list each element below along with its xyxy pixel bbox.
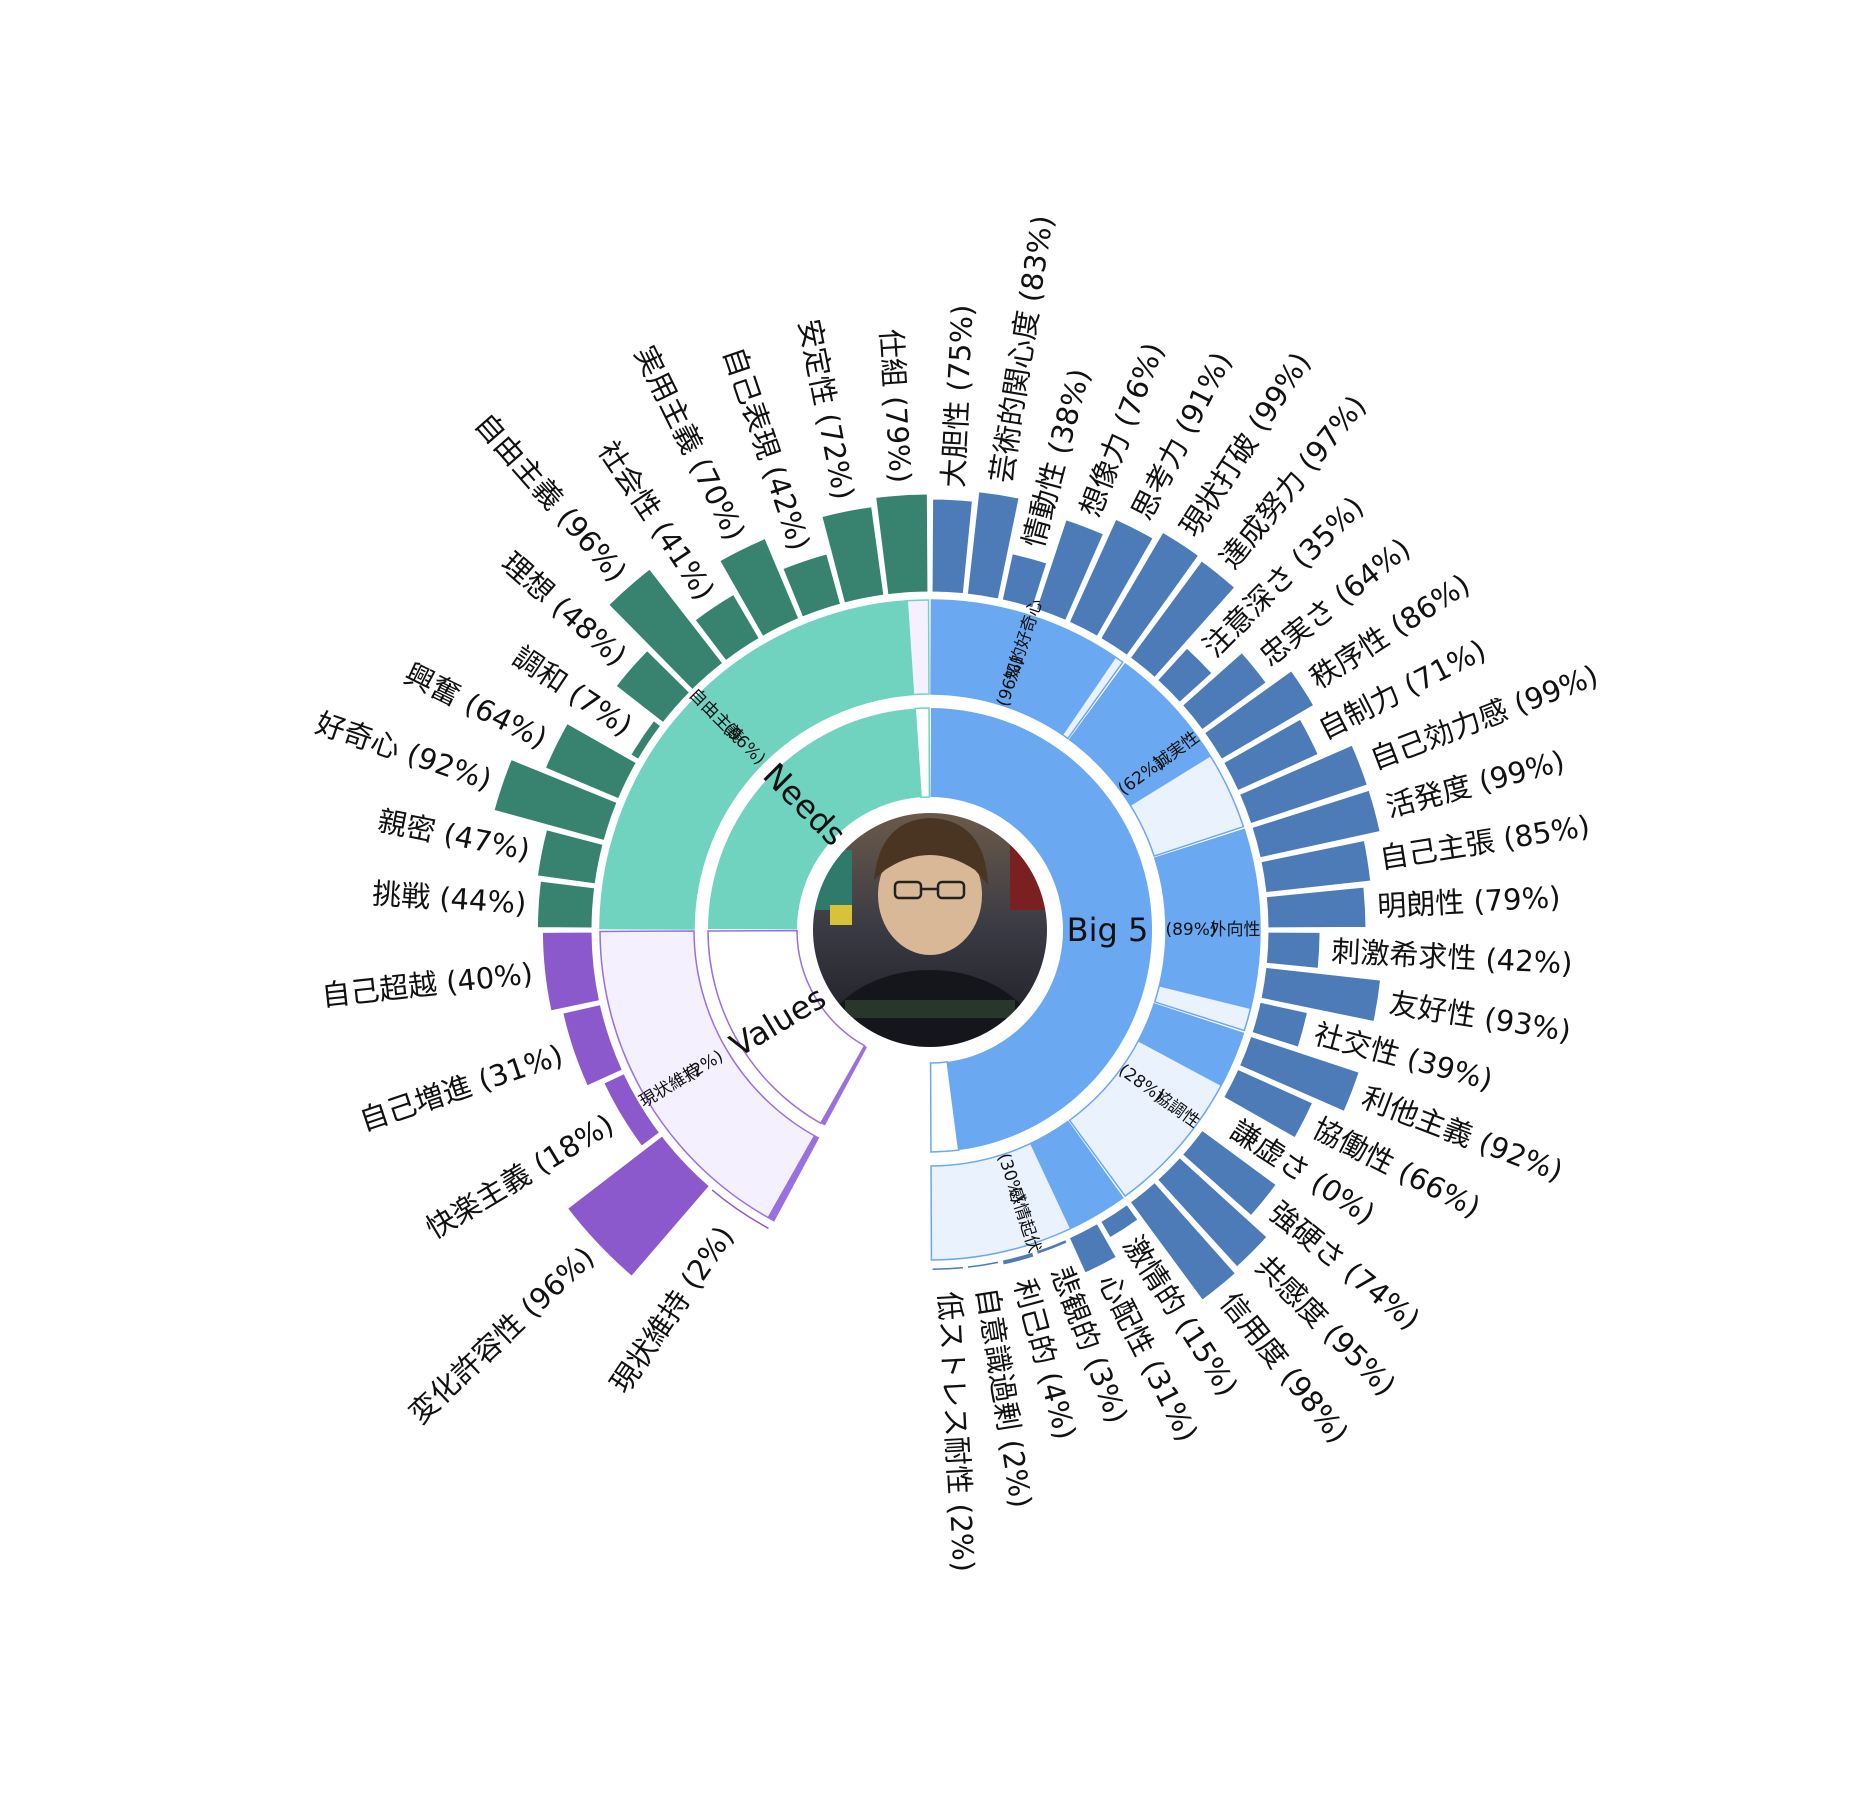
big5-mid-fill-0 xyxy=(931,600,1117,736)
big5-bar-12 xyxy=(1251,789,1381,859)
values-bar-0 xyxy=(710,1188,771,1231)
big5-bar-10 xyxy=(1223,718,1319,792)
big5-mid-fill-4 xyxy=(1030,1121,1123,1229)
needs-bar-0 xyxy=(536,880,596,929)
values-bar-label-3: 自己増進 (31%) xyxy=(355,1038,567,1138)
big5-bar-26 xyxy=(1035,1238,1068,1255)
big5-bar-3 xyxy=(1035,519,1105,622)
needs-bar-7 xyxy=(694,593,760,662)
big5-bar-11 xyxy=(1238,744,1368,825)
values-inner-fill xyxy=(820,1045,868,1126)
big5-bar-label-14: 明朗性 (79%) xyxy=(1376,880,1561,924)
needs-bar-11 xyxy=(875,493,929,596)
big5-bar-13 xyxy=(1260,839,1372,894)
big5-bar-4 xyxy=(1068,518,1154,637)
big5-bar-2 xyxy=(1001,553,1048,609)
big5-bar-9 xyxy=(1203,670,1315,760)
big5-inner-track xyxy=(929,1061,960,1153)
values-bar-4 xyxy=(541,931,601,1012)
needs-inner-fill xyxy=(708,708,922,930)
needs-bar-3 xyxy=(544,722,637,800)
needs-bar-8 xyxy=(719,537,800,637)
big5-mid-fill-2 xyxy=(1154,829,1260,1009)
big5-bar-5 xyxy=(1100,531,1200,657)
big5-bar-0 xyxy=(931,498,973,595)
big5-mid-label-2: 外向性 xyxy=(1210,920,1261,940)
values-bar-3 xyxy=(562,1004,623,1087)
values-inner-track xyxy=(707,929,866,1125)
needs-bar-2 xyxy=(493,758,618,842)
needs-bar-10 xyxy=(821,506,885,604)
needs-bar-4 xyxy=(630,719,662,760)
big5-bar-22 xyxy=(1156,1156,1268,1268)
big5-bar-7 xyxy=(1156,647,1213,704)
values-bar-2 xyxy=(603,1072,661,1147)
rings-layer xyxy=(493,491,1382,1301)
big5-bar-1 xyxy=(966,491,1020,600)
big5-bar-27 xyxy=(1001,1251,1035,1266)
values-bar-1 xyxy=(566,1135,711,1277)
needs-bar-label-0: 挑戦 (44%) xyxy=(371,876,527,920)
values-mid-track xyxy=(599,930,820,1222)
needs-bar-6 xyxy=(608,568,724,691)
values-bar-label-1: 変化許容性 (96%) xyxy=(402,1240,601,1431)
big5-inner-fill xyxy=(930,708,1153,1151)
big5-bar-8 xyxy=(1181,651,1267,731)
big5-bar-28 xyxy=(966,1260,1000,1269)
needs-bar-label-11: 仕組 (79%) xyxy=(874,328,918,484)
big5-bar-6 xyxy=(1129,560,1236,679)
big5-bar-29 xyxy=(931,1265,965,1271)
needs-bar-9 xyxy=(782,553,842,618)
needs-bar-5 xyxy=(615,649,691,724)
big5-bar-24 xyxy=(1100,1203,1139,1239)
big5-bar-16 xyxy=(1260,966,1382,1023)
values-mid-fill xyxy=(767,1135,819,1221)
big5-bar-15 xyxy=(1265,931,1321,969)
big5-category-label: Big 5 xyxy=(1067,911,1149,949)
big5-bar-label-15: 刺激希求性 (42%) xyxy=(1331,934,1574,981)
big5-bar-label-29: 低ストレス耐性 (2%) xyxy=(932,1291,981,1573)
big5-bar-25 xyxy=(1068,1223,1117,1274)
needs-bar-1 xyxy=(536,829,604,885)
big5-bar-19 xyxy=(1223,1068,1314,1139)
needs-inner-track xyxy=(914,707,931,799)
big5-mid-fill-3 xyxy=(1138,1003,1244,1086)
big5-bar-18 xyxy=(1238,1035,1360,1113)
needs-bar-label-10: 安定性 (72%) xyxy=(792,316,861,502)
big5-bar-21 xyxy=(1181,1129,1277,1217)
values-bar-label-4: 自己超越 (40%) xyxy=(320,956,535,1013)
big5-bar-17 xyxy=(1251,1001,1309,1048)
big5-bar-label-16: 友好性 (93%) xyxy=(1387,986,1573,1048)
needs-mid-fill xyxy=(600,600,915,929)
needs-bar-label-6: 自由主義 (96%) xyxy=(468,407,634,589)
big5-bar-23 xyxy=(1129,1181,1237,1301)
big5-bar-label-0: 大胆性 (75%) xyxy=(936,304,980,489)
big5-mid-pct-2: (89%) xyxy=(1165,920,1216,940)
big5-mid-fill-1 xyxy=(1069,663,1211,806)
big5-bar-14 xyxy=(1265,886,1367,929)
